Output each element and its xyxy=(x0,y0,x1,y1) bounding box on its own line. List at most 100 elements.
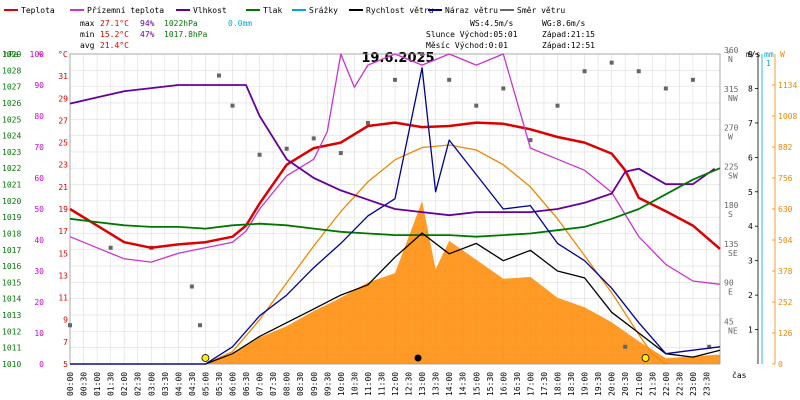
series-line-vlhkost xyxy=(69,84,716,217)
axis-unit-hpa: hPa xyxy=(4,50,19,59)
degc-tick-label: 11 xyxy=(58,294,68,303)
hpa-tick-label: 1025 xyxy=(2,115,21,124)
percent-tick-label: 90 xyxy=(34,81,44,90)
x-tick-label: 17:30 xyxy=(540,372,549,396)
degc-tick-label: 7 xyxy=(63,338,68,347)
hpa-tick-label: 1014 xyxy=(2,295,21,304)
wind-dir-point xyxy=(474,103,479,108)
degc-tick-label: 27 xyxy=(58,116,68,125)
series-layer xyxy=(68,52,721,365)
wind-dir-point xyxy=(501,86,506,91)
stat-moonset: Západ:12:51 xyxy=(542,41,595,50)
series-area-irradiance xyxy=(70,201,720,364)
wind-dir-point xyxy=(528,138,533,143)
legend-label: Tlak xyxy=(263,6,282,15)
ms-tick-label: 2 xyxy=(748,291,753,300)
wind-dir-point xyxy=(108,245,113,250)
x-tick-label: 06:30 xyxy=(242,372,251,396)
degc-tick-label: 17 xyxy=(58,227,68,236)
wind-dir-tick-label: NW xyxy=(728,94,738,103)
axis-unit-percent: % xyxy=(38,50,43,59)
x-tick-label: 13:30 xyxy=(432,372,441,396)
wind-dir-point xyxy=(420,52,425,56)
ms-tick-label: 5 xyxy=(748,188,753,197)
series-line-rychlost-v-tru xyxy=(70,232,721,365)
hpa-tick-label: 1021 xyxy=(2,181,21,190)
x-tick-label: 13:00 xyxy=(418,372,427,396)
degc-tick-label: 29 xyxy=(58,94,68,103)
stat-sunset: Západ:21:15 xyxy=(542,30,595,39)
ms-tick-label: 9 xyxy=(748,50,753,59)
x-tick-label: 03:00 xyxy=(147,372,156,396)
x-tick-label: 19:30 xyxy=(594,372,603,396)
series-line-tlak xyxy=(69,167,721,238)
degc-tick-label: 13 xyxy=(58,271,68,280)
wind-dir-tick-label: 45 xyxy=(724,317,734,326)
ms-tick-label: 8 xyxy=(748,84,753,93)
wind-dir-tick-label: SW xyxy=(728,171,738,180)
x-tick-label: 11:00 xyxy=(364,372,373,396)
percent-tick-label: 100 xyxy=(30,50,45,59)
degc-tick-label: 9 xyxy=(63,316,68,325)
degc-tick-label: 31 xyxy=(58,72,68,81)
x-tick-label: 03:30 xyxy=(161,372,170,396)
stat-sun: Slunce Východ:05:01 xyxy=(426,30,518,39)
hpa-tick-label: 1013 xyxy=(2,311,21,320)
wind-dir-tick-label: SE xyxy=(728,249,738,258)
x-tick-label: 21:30 xyxy=(648,372,657,396)
x-tick-label: 21:00 xyxy=(635,372,644,396)
wind-dir-tick-label: N xyxy=(728,55,733,64)
percent-tick-label: 0 xyxy=(39,360,44,369)
wind-dir-tick-label: 180 xyxy=(724,201,739,210)
x-tick-label: 12:30 xyxy=(405,372,414,396)
wind-dir-tick-label: 315 xyxy=(724,85,739,94)
stat-min-temp: 15.2°C xyxy=(100,30,129,39)
ms-tick-label: 6 xyxy=(748,153,753,162)
ms-tick-label: 1 xyxy=(748,326,753,335)
wind-dir-point xyxy=(257,152,262,157)
w-tick-label: 1134 xyxy=(778,81,797,90)
axis-unit-ms: m/s xyxy=(746,50,761,59)
wind-dir-tick-label: W xyxy=(728,133,733,142)
legend-label: Teplota xyxy=(21,6,55,15)
w-tick-label: 756 xyxy=(778,174,793,183)
stat-moon: Měsíc Východ:0:01 xyxy=(426,41,508,50)
x-tick-label: 04:30 xyxy=(188,372,197,396)
wind-dir-point xyxy=(609,60,614,65)
x-tick-label: 18:30 xyxy=(567,372,576,396)
wind-dir-point xyxy=(707,344,712,349)
w-tick-label: 252 xyxy=(778,298,793,307)
wind-dir-tick-label: E xyxy=(728,288,733,297)
wind-dir-point xyxy=(284,146,289,151)
stat-max-label: max xyxy=(80,19,95,28)
series-line-solar xyxy=(205,144,667,365)
x-tick-label: 18:00 xyxy=(554,372,563,396)
ms-tick-label: 7 xyxy=(748,119,753,128)
wind-dir-tick-label: NE xyxy=(728,326,738,335)
hpa-tick-label: 1012 xyxy=(2,327,21,336)
legend-label: Rychlost větru xyxy=(366,6,434,15)
hpa-tick-label: 1010 xyxy=(2,360,21,369)
stat-max-rain: 0.0mm xyxy=(228,19,252,28)
degc-tick-label: 15 xyxy=(58,249,68,258)
stat-max-hum: 94% xyxy=(140,19,155,28)
wind-dir-point xyxy=(338,151,343,156)
x-tick-label: 01:00 xyxy=(93,372,102,396)
hpa-tick-label: 1011 xyxy=(2,344,21,353)
wind-dir-point xyxy=(393,77,397,82)
x-tick-label: 20:30 xyxy=(621,372,630,396)
wind-dir-point xyxy=(447,77,452,82)
hpa-tick-label: 1027 xyxy=(2,83,21,92)
stats-panel: max 27.1°C 94% 1022hPa 0.0mm min 15.2°C … xyxy=(80,19,595,50)
percent-tick-label: 10 xyxy=(34,329,44,338)
wind-dir-point xyxy=(230,103,235,108)
x-tick-label: 00:30 xyxy=(80,372,89,396)
x-tick-label: 07:00 xyxy=(256,372,265,396)
wind-dir-tick-label: 225 xyxy=(724,162,739,171)
percent-tick-label: 50 xyxy=(34,205,44,214)
x-tick-label: 16:00 xyxy=(499,372,508,396)
x-tick-label: 04:00 xyxy=(174,372,183,396)
axis-unit-w: W xyxy=(780,50,785,59)
wind-dir-point xyxy=(555,103,560,108)
